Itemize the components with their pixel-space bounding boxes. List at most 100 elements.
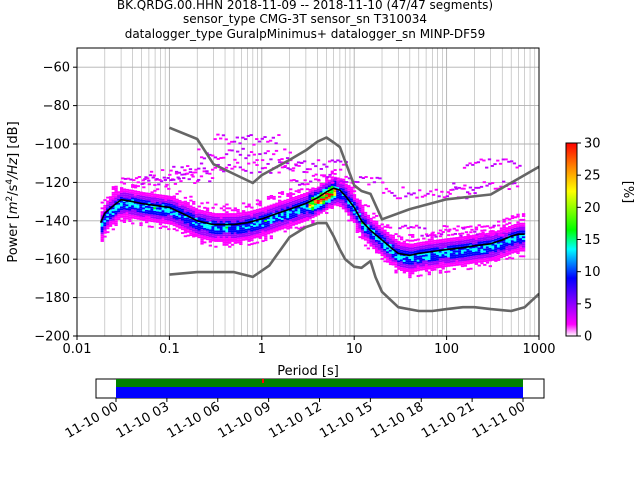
heatmap-cell xyxy=(275,210,279,213)
heatmap-cell xyxy=(420,234,424,237)
heatmap-cell xyxy=(178,200,182,202)
heatmap-cell xyxy=(169,201,174,204)
reference-curves xyxy=(99,126,539,313)
heatmap-cell xyxy=(208,212,212,214)
heatmap-cell xyxy=(314,178,318,181)
heatmap-cell xyxy=(319,211,323,214)
heatmap-cell xyxy=(214,224,218,227)
heatmap-cell xyxy=(264,218,268,220)
heatmap-cell xyxy=(230,228,235,231)
heatmap-cell xyxy=(383,225,387,228)
heatmap-cell xyxy=(397,250,401,253)
heatmap-cell xyxy=(213,166,218,169)
heatmap-cell xyxy=(484,234,488,237)
heatmap-cell xyxy=(338,168,343,171)
heatmap-cell xyxy=(264,231,268,234)
heatmap-cell xyxy=(289,220,293,223)
heatmap-cell xyxy=(106,225,110,228)
heatmap-cell xyxy=(422,260,426,263)
heatmap-cell xyxy=(488,247,492,250)
heatmap-cell xyxy=(300,201,304,204)
heatmap-cell xyxy=(222,241,226,244)
heatmap-cell xyxy=(480,248,484,251)
heatmap-cell xyxy=(119,206,124,209)
heatmap-cell xyxy=(483,248,487,251)
heatmap-cell xyxy=(142,197,146,200)
heatmap-cell xyxy=(289,219,293,221)
heatmap-cell xyxy=(361,212,365,215)
heatmap-cell xyxy=(180,209,185,211)
heatmap-cell xyxy=(485,236,490,239)
heatmap-cell xyxy=(352,219,357,221)
heatmap-cell xyxy=(241,212,246,214)
heatmap-cell xyxy=(408,274,412,277)
heatmap-cell xyxy=(411,270,415,273)
heatmap-cell xyxy=(499,242,504,245)
heatmap-cell xyxy=(469,246,473,249)
heatmap-cell xyxy=(144,194,149,197)
heatmap-cell xyxy=(447,230,451,233)
heatmap-cell xyxy=(144,192,149,195)
heatmap-cell xyxy=(311,193,315,196)
heatmap-cell xyxy=(409,193,414,196)
heatmap-cell xyxy=(427,273,431,276)
heatmap-cell xyxy=(505,223,509,226)
heatmap-cell xyxy=(327,183,332,186)
heatmap-cell xyxy=(350,190,354,193)
heatmap-cell xyxy=(305,192,310,194)
heatmap-cell xyxy=(372,226,376,229)
heatmap-cell xyxy=(103,224,107,227)
heatmap-cell xyxy=(119,190,124,193)
heatmap-cell xyxy=(291,212,296,215)
heatmap-cell xyxy=(402,244,407,247)
heatmap-cell xyxy=(438,266,443,268)
heatmap-cell xyxy=(261,230,265,233)
colorbar-tick-label: 20 xyxy=(584,201,601,216)
heatmap-cell xyxy=(460,249,465,252)
heatmap-cell xyxy=(183,231,188,234)
heatmap-cell xyxy=(344,185,348,188)
heatmap-cell xyxy=(358,230,362,233)
heatmap-cell xyxy=(132,179,136,182)
heatmap-cell xyxy=(131,184,135,186)
heatmap-cell xyxy=(485,244,490,247)
heatmap-cell xyxy=(247,213,251,216)
heatmap-cell xyxy=(441,231,445,233)
heatmap-cell xyxy=(233,228,237,231)
heatmap-cell xyxy=(161,200,165,203)
heatmap-cell xyxy=(158,198,163,201)
heatmap-cell xyxy=(122,207,127,210)
heatmap-cell xyxy=(269,231,273,234)
heatmap-cell xyxy=(472,248,476,250)
heatmap-cell xyxy=(344,187,348,190)
heatmap-cell xyxy=(192,225,196,228)
heatmap-cell xyxy=(119,192,124,195)
heatmap-cell xyxy=(283,215,287,218)
heatmap-cell xyxy=(188,168,193,171)
heatmap-cell xyxy=(320,174,324,177)
heatmap-cell xyxy=(230,220,235,223)
heatmap-cell xyxy=(192,235,196,238)
heatmap-cell xyxy=(252,143,256,146)
heatmap-cell xyxy=(133,205,138,208)
heatmap-cell xyxy=(194,208,199,211)
heatmap-cell xyxy=(510,247,515,250)
heatmap-cell xyxy=(294,201,298,204)
heatmap-cell xyxy=(164,212,168,215)
heatmap-cell xyxy=(480,252,484,255)
heatmap-cell xyxy=(466,249,470,251)
heatmap-cell xyxy=(258,202,262,205)
heatmap-cell xyxy=(300,161,304,164)
heatmap-cell xyxy=(128,197,132,199)
heatmap-cell xyxy=(319,192,323,195)
heatmap-cell xyxy=(183,227,188,230)
heatmap-cell xyxy=(103,210,107,213)
heatmap-cell xyxy=(483,225,487,228)
heatmap-cell xyxy=(333,203,337,206)
heatmap-cell xyxy=(452,248,456,251)
heatmap-cell xyxy=(319,182,323,185)
heatmap-cell xyxy=(147,225,152,228)
heatmap-cell xyxy=(482,181,486,184)
heatmap-cell xyxy=(291,210,296,213)
heatmap-cell xyxy=(289,217,293,220)
